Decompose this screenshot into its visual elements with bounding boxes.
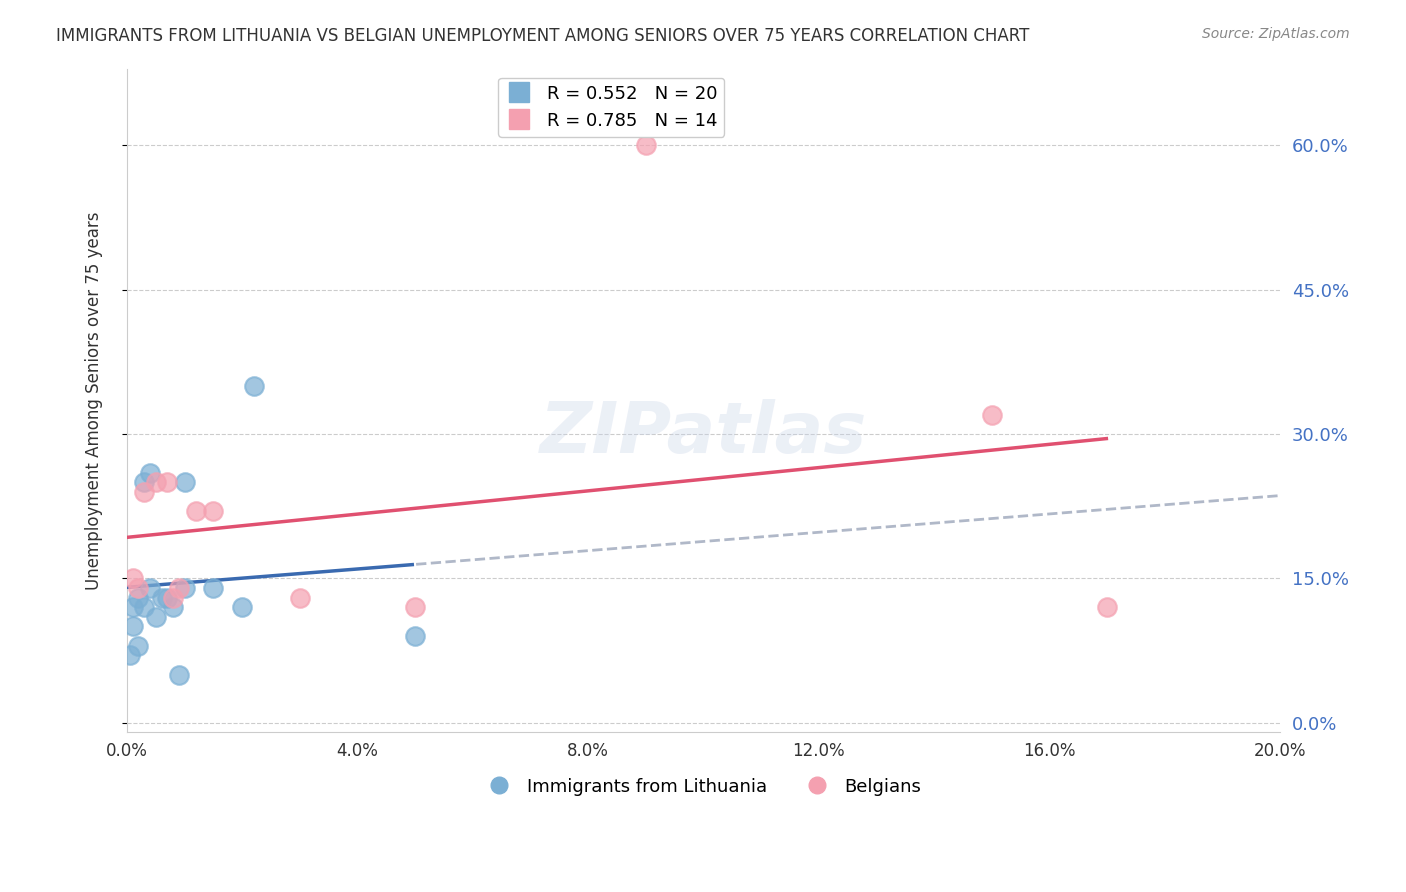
Point [1095, 600, 1118, 615]
Text: ZIPatlas: ZIPatlas [540, 399, 868, 468]
Point [202, 504, 225, 518]
Point [139, 581, 162, 595]
Legend: Immigrants from Lithuania, Belgians: Immigrants from Lithuania, Belgians [478, 771, 929, 803]
Text: Source: ZipAtlas.com: Source: ZipAtlas.com [1202, 27, 1350, 41]
Point [156, 591, 179, 605]
Point [150, 591, 173, 605]
Point [202, 581, 225, 595]
Point [634, 138, 657, 153]
Point [184, 504, 207, 518]
Point [145, 475, 167, 490]
Point [121, 600, 143, 615]
Point [162, 591, 184, 605]
Point [139, 466, 162, 480]
Point [242, 379, 264, 393]
Point [231, 600, 253, 615]
Point [162, 600, 184, 615]
Point [167, 667, 190, 681]
Point [134, 484, 156, 499]
Point [173, 581, 195, 595]
Point [156, 475, 179, 490]
Text: IMMIGRANTS FROM LITHUANIA VS BELGIAN UNEMPLOYMENT AMONG SENIORS OVER 75 YEARS CO: IMMIGRANTS FROM LITHUANIA VS BELGIAN UNE… [56, 27, 1029, 45]
Point [980, 408, 1002, 422]
Point [127, 639, 149, 653]
Point [121, 619, 143, 633]
Point [118, 648, 141, 663]
Point [288, 591, 311, 605]
Point [121, 571, 143, 585]
Point [134, 600, 156, 615]
Point [404, 629, 426, 643]
Point [404, 600, 426, 615]
Point [127, 581, 149, 595]
Point [127, 591, 149, 605]
Point [167, 581, 190, 595]
Point [134, 475, 156, 490]
Point [145, 609, 167, 624]
Y-axis label: Unemployment Among Seniors over 75 years: Unemployment Among Seniors over 75 years [86, 211, 103, 590]
Point [173, 475, 195, 490]
